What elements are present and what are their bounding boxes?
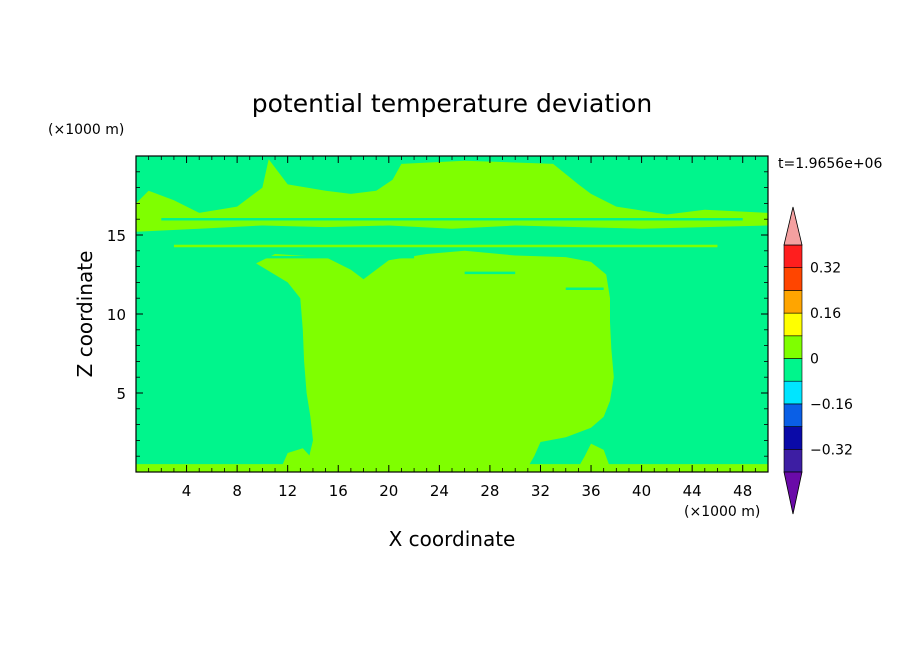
x-tick-label: 24 bbox=[430, 482, 449, 500]
x-unit-label: (×1000 m) bbox=[684, 504, 760, 520]
colorbar-under-arrow bbox=[783, 471, 803, 515]
colorbar: 0.32 0.16 0 −0.16 −0.32 bbox=[783, 206, 853, 515]
x-tick-label: 32 bbox=[531, 482, 550, 500]
x-tick-label: 16 bbox=[329, 482, 348, 500]
x-tick-label: 28 bbox=[480, 482, 499, 500]
region-4 bbox=[578, 443, 610, 468]
x-tick-label: 4 bbox=[182, 482, 192, 500]
colorbar-label: 0.16 bbox=[810, 306, 841, 322]
colorbar-swatch bbox=[783, 380, 803, 405]
contour-regions bbox=[136, 159, 768, 472]
region-0 bbox=[256, 250, 614, 468]
contour-streaks bbox=[136, 217, 768, 290]
colorbar-label: −0.16 bbox=[810, 397, 853, 413]
chart-title: potential temperature deviation bbox=[252, 89, 652, 118]
colorbar-swatch bbox=[783, 290, 803, 314]
colorbar-swatch bbox=[783, 358, 803, 382]
colorbar-swatch bbox=[783, 448, 803, 473]
time-label: t=1.9656e+06 bbox=[778, 156, 882, 172]
x-tick-label: 8 bbox=[232, 482, 242, 500]
colorbar-swatch bbox=[783, 244, 803, 269]
z-unit-label: (×1000 m) bbox=[48, 122, 124, 138]
x-tick-label: 48 bbox=[733, 482, 752, 500]
region-3 bbox=[281, 448, 313, 468]
y-tick-label: 5 bbox=[116, 385, 126, 403]
colorbar-over-arrow bbox=[783, 206, 803, 246]
x-axis-title: X coordinate bbox=[389, 527, 516, 551]
colorbar-swatch bbox=[783, 426, 803, 450]
colorbar-label: 0 bbox=[810, 352, 819, 368]
x-ticks: 4 8 12 16 20 24 28 32 36 40 44 48 bbox=[148, 156, 756, 500]
region-1 bbox=[136, 159, 768, 232]
colorbar-swatch bbox=[783, 312, 803, 337]
colorbar-label: −0.32 bbox=[810, 442, 853, 458]
x-tick-label: 44 bbox=[683, 482, 702, 500]
y-axis-title: Z coordinate bbox=[73, 251, 97, 378]
x-tick-label: 12 bbox=[278, 482, 297, 500]
colorbar-swatch bbox=[783, 403, 803, 427]
x-tick-label: 40 bbox=[632, 482, 651, 500]
y-tick-label: 10 bbox=[107, 306, 126, 324]
y-tick-label: 15 bbox=[107, 227, 126, 245]
colorbar-swatch bbox=[783, 267, 803, 291]
colorbar-swatch bbox=[783, 335, 803, 359]
x-tick-label: 20 bbox=[379, 482, 398, 500]
colorbar-label: 0.32 bbox=[810, 261, 841, 277]
x-tick-label: 36 bbox=[581, 482, 600, 500]
y-ticks: 5 10 15 bbox=[107, 171, 768, 457]
